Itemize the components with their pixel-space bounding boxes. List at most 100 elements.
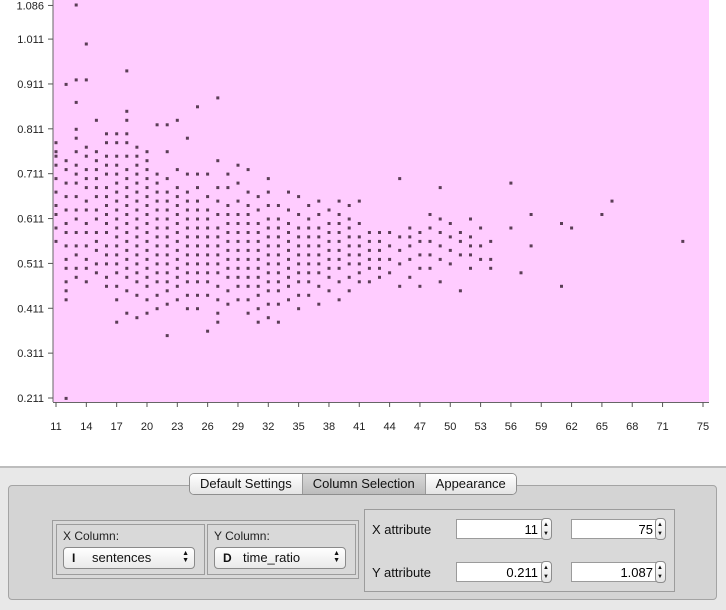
data-point (125, 177, 129, 181)
data-point (307, 271, 311, 275)
scatter-plot-panel: 11 14 17 20 23 26 29 32 35 38 41 44 47 50 53 56 59 62 65 68… (0, 0, 726, 466)
data-point (74, 163, 78, 167)
data-point (105, 204, 108, 207)
data-point (84, 177, 88, 181)
data-point (145, 204, 149, 207)
data-point (600, 213, 604, 216)
data-point (105, 132, 108, 136)
data-point (226, 248, 230, 252)
data-point (256, 239, 260, 243)
data-point (256, 320, 260, 324)
data-point (408, 235, 412, 239)
data-point (226, 213, 230, 216)
data-point (54, 177, 58, 181)
x-column-value: sentences (92, 550, 152, 565)
data-point (74, 195, 78, 199)
x-attribute-min-input[interactable] (456, 519, 544, 539)
data-point (347, 275, 351, 279)
y-column-group: Y Column: D time_ratio ▲ ▼ (207, 524, 356, 575)
data-point (307, 226, 311, 230)
data-point (327, 289, 331, 293)
data-point (74, 136, 78, 140)
data-point (469, 253, 472, 257)
x-tick-label: 14 (80, 421, 92, 433)
data-point (307, 293, 311, 297)
data-point (165, 262, 169, 266)
data-point (206, 208, 210, 212)
data-point (438, 217, 442, 221)
data-point (165, 217, 169, 221)
data-point (246, 298, 250, 302)
data-point (206, 235, 210, 239)
data-point (115, 284, 119, 288)
y-tick-label: 1.011 (17, 34, 44, 46)
data-point (256, 248, 260, 252)
plot-area (53, 0, 709, 402)
data-point (610, 199, 614, 203)
data-point (327, 208, 331, 212)
data-point (236, 163, 240, 167)
y-column-value: time_ratio (243, 550, 301, 565)
y-max-spinner[interactable]: ▲ ▼ (655, 561, 666, 583)
y-column-select[interactable]: D time_ratio ▲ ▼ (214, 547, 346, 569)
data-point (175, 222, 179, 225)
data-point (185, 208, 189, 212)
data-point (135, 253, 139, 257)
data-point (317, 262, 321, 266)
data-point (84, 266, 88, 270)
x-tick-label: 59 (535, 421, 547, 433)
tab-column-selection[interactable]: Column Selection (302, 474, 426, 494)
data-point (185, 271, 189, 275)
data-point (317, 235, 321, 239)
data-point (165, 208, 169, 212)
x-column-select[interactable]: I sentences ▲ ▼ (63, 547, 195, 569)
data-point (206, 217, 210, 221)
data-point (297, 235, 301, 239)
data-point (398, 262, 402, 266)
data-point (206, 253, 210, 257)
tab-default-settings[interactable]: Default Settings (190, 474, 303, 494)
data-point (226, 275, 230, 279)
x-tick-label: 44 (383, 421, 395, 433)
data-point (185, 172, 189, 176)
y-attribute-min-input[interactable] (456, 562, 544, 582)
y-attribute-max-input[interactable] (571, 562, 659, 582)
data-point (418, 231, 422, 234)
data-point (276, 271, 280, 275)
data-point (135, 235, 139, 239)
data-point (438, 244, 442, 248)
data-point (196, 199, 199, 203)
data-point (74, 244, 78, 248)
x-min-spinner[interactable]: ▲ ▼ (541, 518, 552, 540)
data-point (236, 239, 240, 243)
data-point (246, 213, 250, 216)
data-point (246, 190, 250, 194)
data-point (458, 239, 462, 243)
data-point (256, 195, 260, 199)
data-point (357, 271, 361, 275)
data-point (115, 190, 119, 194)
data-point (64, 195, 68, 199)
x-tick-label: 47 (414, 421, 426, 433)
data-point (125, 231, 129, 234)
data-point (307, 204, 311, 207)
data-point (560, 222, 563, 225)
data-point (64, 289, 68, 293)
data-point (125, 141, 129, 145)
data-point (236, 298, 240, 302)
x-max-spinner[interactable]: ▲ ▼ (655, 518, 666, 540)
data-point (276, 262, 280, 266)
data-point (266, 204, 270, 207)
data-point (529, 244, 533, 248)
y-min-spinner[interactable]: ▲ ▼ (541, 561, 552, 583)
x-attribute-max-input[interactable] (571, 519, 659, 539)
data-point (236, 222, 240, 225)
data-point (357, 253, 361, 257)
tab-appearance[interactable]: Appearance (425, 474, 516, 494)
data-point (256, 293, 260, 297)
data-point (105, 172, 108, 176)
data-point (519, 271, 523, 275)
data-point (155, 172, 159, 176)
data-point (125, 248, 129, 252)
data-point (175, 186, 179, 190)
